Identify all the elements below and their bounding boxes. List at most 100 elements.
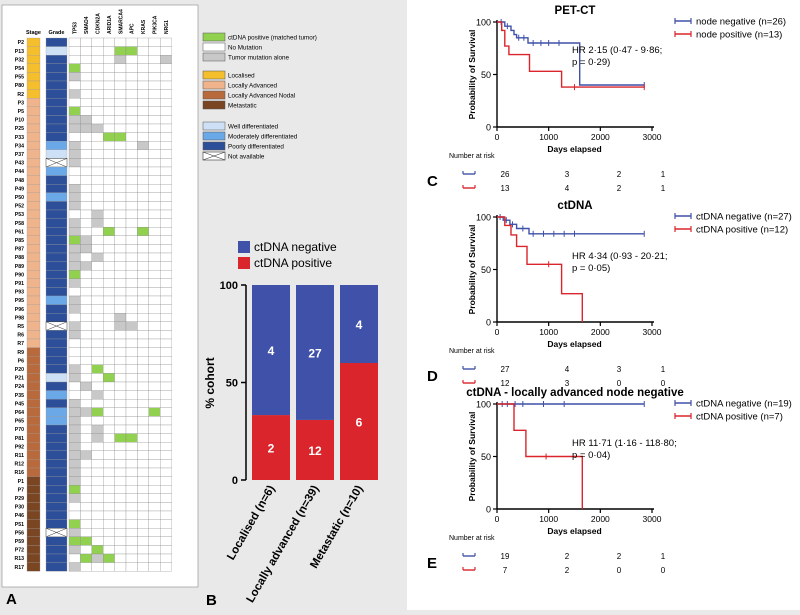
mutation-cell — [103, 459, 115, 469]
km-hr-text: p = 0·05) — [572, 263, 610, 274]
mutation-cell — [103, 407, 115, 417]
mutation-cell — [148, 407, 161, 417]
mutation-cell — [80, 244, 92, 254]
km-x-tick-label: 3000 — [643, 132, 662, 142]
mutation-cell — [137, 123, 149, 133]
grade-cell — [45, 510, 68, 520]
mutation-cell — [148, 98, 161, 107]
mutation-cell — [148, 141, 161, 150]
mutation-cell — [160, 476, 172, 486]
mutation-cell — [160, 407, 172, 417]
mutation-cell — [148, 123, 161, 133]
stage-cell — [26, 166, 41, 176]
stage-cell — [26, 528, 41, 537]
heatmap-row-label: P81 — [15, 436, 24, 442]
mutation-cell — [80, 553, 92, 563]
legend-grade-swatch — [202, 121, 226, 131]
mutation-cell — [80, 141, 92, 150]
mutation-cell — [160, 166, 172, 176]
mutation-cell — [68, 287, 81, 297]
mutation-cell — [103, 347, 115, 357]
mutation-cell — [148, 295, 161, 305]
mutation-cell — [125, 106, 138, 116]
mutation-cell — [160, 175, 172, 185]
grade-cell — [45, 373, 68, 383]
grade-cell — [45, 287, 68, 297]
mutation-cell — [137, 209, 149, 219]
stage-cell — [26, 218, 41, 228]
mutation-cell — [114, 553, 127, 563]
km-y-tick-label: 100 — [476, 400, 491, 410]
heatmap-row-label: P88 — [15, 255, 24, 261]
grade-cell — [45, 433, 68, 443]
grade-cell — [45, 201, 68, 211]
mutation-cell — [103, 373, 115, 383]
heatmap-row-label: P25 — [15, 126, 24, 132]
stage-cell — [26, 123, 41, 133]
mutation-cell — [80, 399, 92, 408]
mutation-cell — [80, 347, 92, 357]
km-y-axis-label: Probability of Survival — [467, 225, 477, 315]
mutation-cell — [68, 459, 81, 469]
stage-cell — [26, 261, 41, 271]
stage-cell — [26, 399, 41, 408]
mutation-cell — [160, 261, 172, 271]
mutation-cell — [91, 347, 104, 357]
mutation-cell — [80, 321, 92, 331]
mutation-cell — [80, 416, 92, 426]
grade-cell — [45, 261, 68, 271]
mutation-cell — [91, 123, 104, 133]
mutation-cell — [80, 201, 92, 211]
heatmap-row-label: P65 — [15, 419, 24, 425]
mutation-cell — [91, 184, 104, 193]
heatmap-row-label: P95 — [15, 298, 24, 304]
mutation-cell — [160, 493, 172, 503]
mutation-cell — [114, 519, 127, 529]
grade-cell — [45, 562, 68, 572]
mutation-cell — [114, 485, 127, 494]
heatmap-row-label: P13 — [15, 49, 24, 55]
mutation-cell — [114, 63, 127, 73]
mutation-cell — [125, 493, 138, 503]
mutation-cell — [103, 381, 115, 391]
mutation-cell — [148, 502, 161, 512]
mutation-cell — [160, 270, 172, 279]
mutation-cell — [103, 175, 115, 185]
mutation-cell — [91, 510, 104, 520]
bar-data-label: 6 — [356, 416, 363, 430]
mutation-cell — [148, 270, 161, 279]
stage-cell — [26, 287, 41, 297]
mutation-cell — [103, 261, 115, 271]
km-hr-text: p = 0·29) — [572, 57, 610, 68]
mutation-cell — [80, 149, 92, 159]
mutation-cell — [137, 149, 149, 159]
mutation-cell — [160, 416, 172, 426]
mutation-cell — [125, 55, 138, 64]
mutation-cell — [137, 63, 149, 73]
mutation-cell — [148, 37, 161, 47]
mutation-cell — [148, 166, 161, 176]
mutation-cell — [91, 562, 104, 572]
mutation-cell — [125, 364, 138, 374]
grade-cell — [45, 132, 68, 142]
mutation-cell — [148, 72, 161, 82]
mutation-cell — [114, 510, 127, 520]
mutation-cell — [148, 261, 161, 271]
mutation-cell — [148, 158, 161, 168]
stage-cell — [26, 356, 41, 365]
bar-segment-ctdna-positive — [252, 415, 290, 480]
stage-cell — [26, 80, 41, 90]
mutation-cell — [91, 166, 104, 176]
stage-cell — [26, 175, 41, 185]
grade-cell — [45, 304, 68, 314]
mutation-cell — [148, 553, 161, 563]
km-y-tick-label: 0 — [486, 505, 491, 515]
mutation-cell — [68, 201, 81, 211]
mutation-cell — [114, 261, 127, 271]
mutation-cell — [68, 158, 81, 168]
stage-cell — [26, 364, 41, 374]
mutation-cell — [137, 562, 149, 572]
mutation-cell — [137, 158, 149, 168]
mutation-cell — [91, 98, 104, 107]
mutation-cell — [160, 287, 172, 297]
